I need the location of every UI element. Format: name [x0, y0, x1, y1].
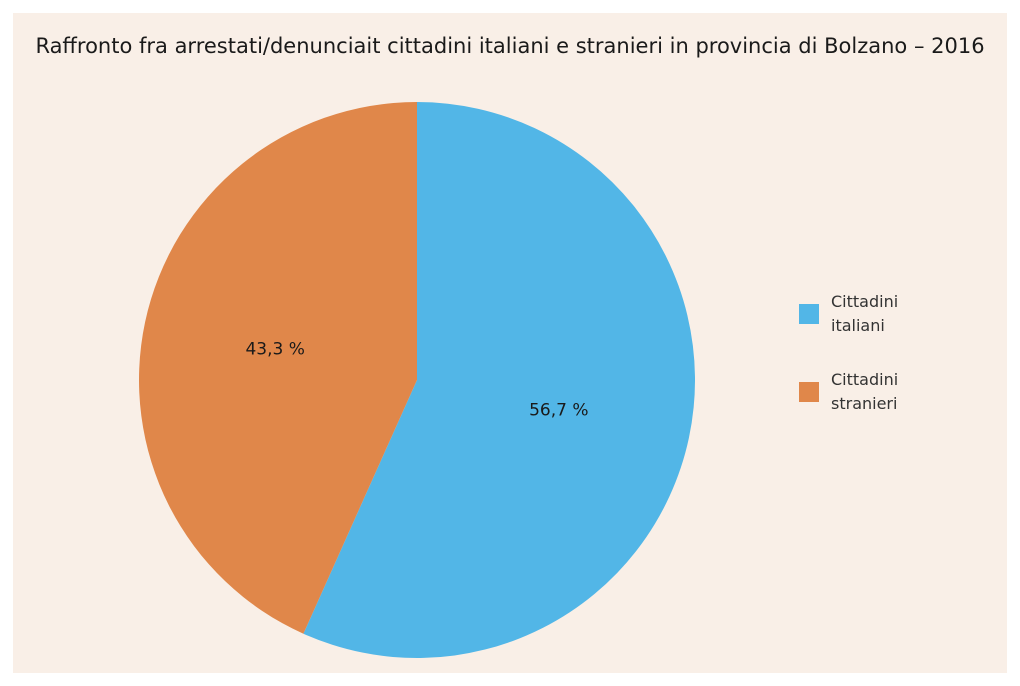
legend-label-cittadini-italiani: Cittadini italiani: [831, 292, 899, 335]
legend-item-cittadini-stranieri: Cittadini stranieri: [799, 368, 949, 416]
legend-item-cittadini-italiani: Cittadini italiani: [799, 290, 949, 338]
data-label-cittadini-stranieri: 43,3 %: [245, 340, 304, 360]
legend-swatch-cittadini-italiani: [799, 304, 819, 324]
chart-title: Raffronto fra arrestati/denunciait citta…: [35, 34, 985, 58]
legend-swatch-cittadini-stranieri: [799, 382, 819, 402]
pie-slice-cittadini-stranieri: [138, 102, 417, 634]
legend-label-cittadini-stranieri: Cittadini stranieri: [831, 370, 899, 413]
data-label-cittadini-italiani: 56,7 %: [529, 400, 588, 420]
pie-slice-cittadini-italiani: [303, 102, 695, 658]
legend: Cittadini italiani Cittadini stranieri: [799, 290, 949, 446]
